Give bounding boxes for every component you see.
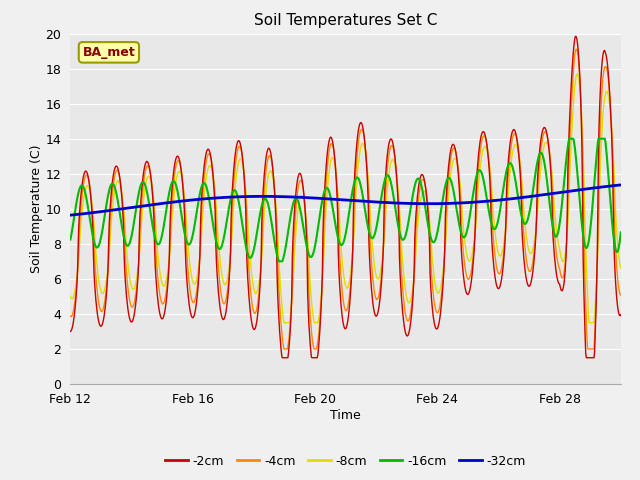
Y-axis label: Soil Temperature (C): Soil Temperature (C) <box>29 144 43 273</box>
Text: BA_met: BA_met <box>83 46 135 59</box>
Title: Soil Temperatures Set C: Soil Temperatures Set C <box>254 13 437 28</box>
Legend: -2cm, -4cm, -8cm, -16cm, -32cm: -2cm, -4cm, -8cm, -16cm, -32cm <box>160 450 531 473</box>
X-axis label: Time: Time <box>330 409 361 422</box>
